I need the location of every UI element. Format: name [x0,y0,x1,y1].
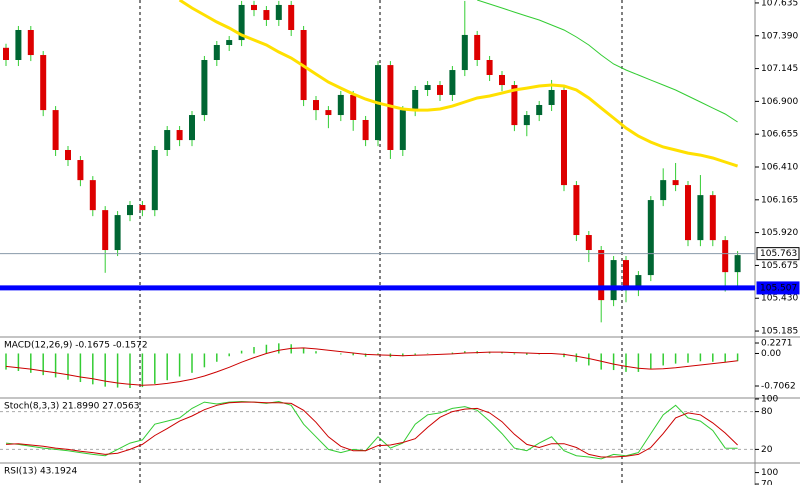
y-tick-label: 70 [761,480,773,485]
candle-body [449,70,456,95]
candle-body [65,149,71,161]
candle-body [263,10,270,20]
panel [5,343,739,389]
candle-body [40,55,47,111]
candle-body [523,115,530,126]
candle-body [52,110,59,150]
candle-body [709,195,716,241]
candle-body [251,4,257,11]
candle-body [89,180,96,211]
y-tick-label: 107.390 [761,31,798,41]
candle-body [127,205,133,216]
price-label: 105.763 [760,249,797,259]
candle-body [139,205,146,211]
candle-body [399,110,406,150]
candle-body [424,85,431,90]
y-tick-label: -0.7062 [761,382,796,392]
candle-body [213,44,220,60]
candle-body [598,250,605,301]
y-tick-label: 105.430 [761,294,798,304]
candle-body [486,59,493,75]
y-tick-label: 80 [761,407,773,417]
price-label-box [756,247,800,261]
candle-body [573,185,580,236]
panel [0,400,755,460]
moving-average [178,0,739,168]
candle-body [337,94,344,116]
price-label-box [756,281,800,295]
candle-body [697,195,704,241]
y-tick-label: 0.2271 [761,339,793,349]
candle-body [288,4,295,30]
y-tick-label: 107.145 [761,64,798,74]
candle-body [275,4,282,20]
price-label: 105.507 [760,283,797,293]
y-tick-label: 0.00 [761,349,781,359]
candle-body [548,89,555,105]
candle-body [313,100,319,111]
candle-body [176,130,183,141]
candle-body [734,255,741,273]
candle-body [238,4,245,41]
candle-body [114,215,121,251]
candle-body [412,89,419,111]
panel-title: MACD(12,26,9) -0.1675 -0.1572 [4,341,148,351]
moving-average [477,0,738,123]
candle-body [610,260,617,301]
candle-body [635,275,642,291]
candle-body [27,29,34,56]
y-tick-label: 100 [761,395,778,405]
y-tick-label: 106.410 [761,162,798,172]
candle-body [499,74,505,86]
candle-body [151,149,158,211]
y-tick-label: 105.675 [761,261,798,271]
candle-body [189,115,195,141]
candle-body [226,40,233,45]
stoch-line [5,401,738,458]
candle-body [623,260,629,291]
candle-body [362,119,369,141]
y-tick-label: 107.635 [761,0,798,8]
y-tick-label: 20 [761,445,773,455]
candle-body [474,34,481,60]
candle-body [672,180,679,186]
candle-body [585,235,592,251]
candle-body [102,210,109,251]
y-tick-label: 106.655 [761,130,798,140]
y-tick-label: 105.920 [761,228,798,238]
candle-body [685,185,691,241]
plot-layer [0,0,755,460]
candle-body [201,59,208,116]
candle-body [164,130,171,150]
panel [3,0,741,323]
candle-body [461,34,468,71]
candle-body [536,104,543,116]
signal-line [5,347,738,386]
panel-title: Stoch(8,3,3) 21.8990 27.0563 [4,402,139,412]
candle-body [437,85,443,95]
stoch-line [5,400,738,460]
candle-body [15,29,22,60]
candle-body [722,240,729,273]
candle-body [3,47,9,60]
candle-body [561,89,567,186]
candle-body [325,110,332,116]
candle-body [350,94,357,120]
candle-body [647,200,654,276]
y-tick-label: 106.900 [761,97,798,107]
y-tick-label: 106.165 [761,195,798,205]
y-tick-label: 100 [761,468,778,478]
y-tick-label: 105.185 [761,327,798,337]
panel-title: RSI(13) 43.1924 [4,467,77,477]
candle-body [660,180,667,201]
candle-body [511,85,518,126]
candle-body [77,160,84,181]
